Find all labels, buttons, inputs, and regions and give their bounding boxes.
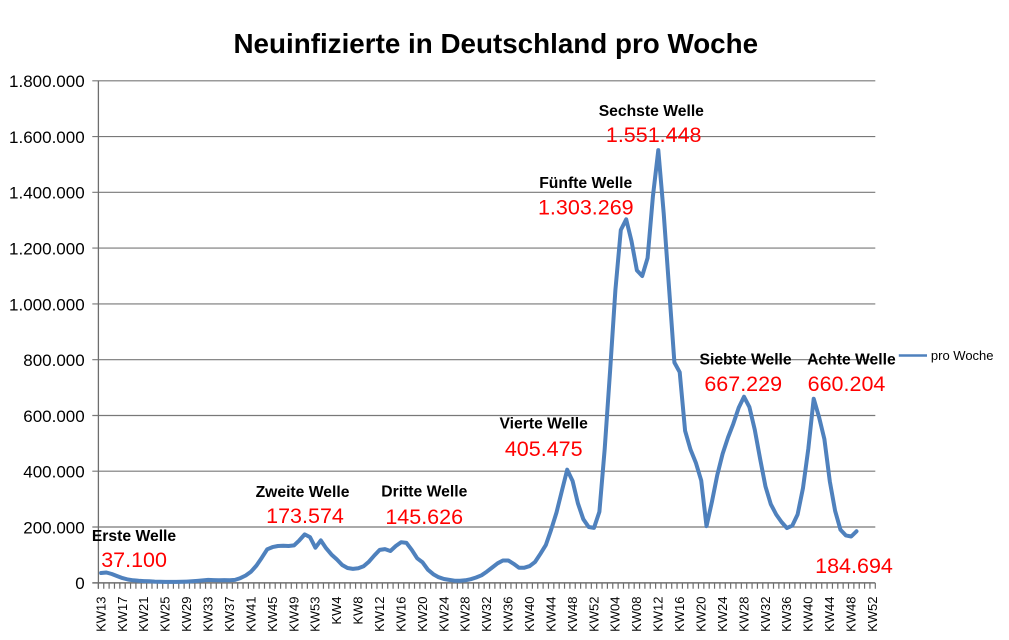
svg-text:1.400.000: 1.400.000 (9, 184, 85, 203)
svg-text:KW20: KW20 (415, 597, 430, 632)
svg-text:KW49: KW49 (286, 597, 301, 632)
svg-text:KW33: KW33 (201, 597, 216, 632)
svg-text:KW8: KW8 (351, 597, 366, 625)
svg-text:KW44: KW44 (822, 597, 837, 632)
svg-text:KW16: KW16 (672, 597, 687, 632)
svg-text:173.574: 173.574 (266, 504, 344, 528)
svg-text:200.000: 200.000 (23, 518, 84, 537)
svg-text:0: 0 (75, 574, 84, 593)
svg-text:1.000.000: 1.000.000 (9, 295, 85, 314)
svg-text:Vierte Welle: Vierte Welle (500, 415, 589, 432)
svg-text:KW16: KW16 (393, 597, 408, 632)
svg-text:KW48: KW48 (565, 597, 580, 632)
svg-text:184.694: 184.694 (815, 554, 893, 578)
svg-text:Erste Welle: Erste Welle (92, 528, 177, 545)
svg-text:KW28: KW28 (736, 597, 751, 632)
svg-text:KW45: KW45 (265, 597, 280, 632)
svg-text:KW53: KW53 (308, 597, 323, 632)
svg-text:KW25: KW25 (158, 597, 173, 632)
svg-text:KW48: KW48 (844, 597, 859, 632)
svg-text:800.000: 800.000 (23, 351, 84, 370)
svg-text:KW40: KW40 (801, 597, 816, 632)
svg-text:KW13: KW13 (93, 597, 108, 632)
svg-text:1.600.000: 1.600.000 (9, 128, 85, 147)
svg-text:pro Woche: pro Woche (931, 348, 994, 363)
svg-text:405.475: 405.475 (505, 437, 583, 461)
svg-text:1.551.448: 1.551.448 (606, 123, 702, 147)
svg-text:KW17: KW17 (115, 597, 130, 632)
svg-text:KW52: KW52 (865, 597, 880, 632)
svg-text:400.000: 400.000 (23, 463, 84, 482)
svg-text:KW32: KW32 (758, 597, 773, 632)
svg-text:KW41: KW41 (243, 597, 258, 632)
svg-text:KW24: KW24 (715, 597, 730, 632)
svg-text:1.303.269: 1.303.269 (538, 195, 634, 219)
svg-text:1.800.000: 1.800.000 (9, 72, 85, 91)
svg-text:KW29: KW29 (179, 597, 194, 632)
svg-text:600.000: 600.000 (23, 407, 84, 426)
svg-text:KW08: KW08 (629, 597, 644, 632)
svg-text:667.229: 667.229 (704, 372, 782, 396)
svg-text:Zweite Welle: Zweite Welle (256, 484, 350, 501)
svg-text:KW20: KW20 (694, 597, 709, 632)
svg-text:KW32: KW32 (479, 597, 494, 632)
svg-text:KW28: KW28 (458, 597, 473, 632)
svg-text:Neuinfizierte in Deutschland p: Neuinfizierte in Deutschland pro Woche (233, 28, 758, 59)
svg-text:KW44: KW44 (543, 597, 558, 632)
svg-text:145.626: 145.626 (385, 505, 463, 529)
svg-text:KW52: KW52 (586, 597, 601, 632)
svg-text:KW37: KW37 (222, 597, 237, 632)
svg-text:37.100: 37.100 (101, 548, 167, 572)
svg-text:1.200.000: 1.200.000 (9, 240, 85, 259)
svg-text:KW40: KW40 (522, 597, 537, 632)
svg-text:KW36: KW36 (501, 597, 516, 632)
svg-text:KW12: KW12 (651, 597, 666, 632)
svg-text:660.204: 660.204 (808, 372, 886, 396)
svg-text:KW36: KW36 (779, 597, 794, 632)
svg-text:KW04: KW04 (608, 597, 623, 632)
svg-text:KW4: KW4 (329, 597, 344, 625)
svg-text:KW24: KW24 (436, 597, 451, 632)
svg-text:Siebte Welle: Siebte Welle (700, 351, 792, 368)
svg-text:Dritte Welle: Dritte Welle (381, 484, 467, 501)
svg-text:KW21: KW21 (136, 597, 151, 632)
svg-text:Sechste Welle: Sechste Welle (599, 103, 704, 120)
svg-text:KW12: KW12 (372, 597, 387, 632)
svg-text:Achte Welle: Achte Welle (807, 351, 896, 368)
svg-text:Fünfte Welle: Fünfte Welle (539, 175, 632, 192)
